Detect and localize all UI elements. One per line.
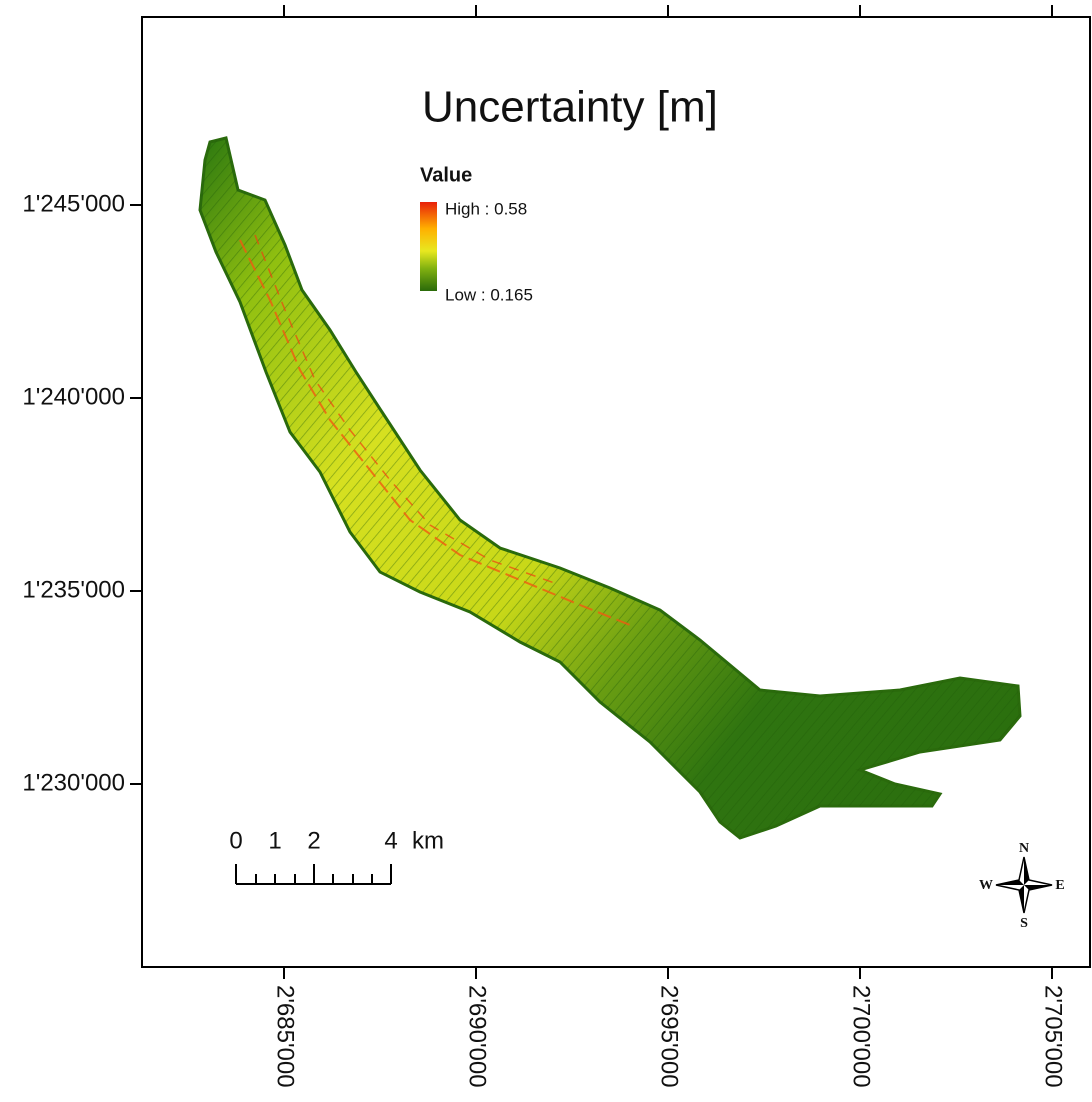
x-tick-label: 2'690'000	[464, 985, 491, 1088]
compass-e: E	[1055, 878, 1064, 893]
legend-low: Low : 0.165	[445, 285, 533, 304]
scale-unit: km	[412, 827, 444, 854]
y-tick-label: 1'235'000	[22, 576, 125, 603]
compass-w: W	[979, 878, 993, 893]
legend-colorbar	[420, 202, 437, 291]
lake	[198, 136, 1022, 840]
legend-title: Value	[420, 164, 472, 186]
legend-high: High : 0.58	[445, 199, 527, 218]
y-tick-label: 1'240'000	[22, 383, 125, 410]
compass-n: N	[1019, 841, 1029, 856]
scale-bar	[235, 864, 392, 885]
x-tick-label: 2'705'000	[1040, 985, 1067, 1088]
scale-label: 2	[307, 827, 320, 854]
x-tick-label: 2'700'000	[848, 985, 875, 1088]
scale-label: 4	[384, 827, 397, 854]
scale-label: 1	[268, 827, 281, 854]
map-title: Uncertainty [m]	[422, 83, 718, 132]
x-tick-label: 2'685'000	[272, 985, 299, 1088]
map-frame	[141, 16, 1091, 968]
compass-s: S	[1020, 916, 1028, 931]
y-tick-label: 1'230'000	[22, 769, 125, 796]
compass: N E S W	[979, 841, 1065, 931]
y-tick-label: 1'245'000	[22, 190, 125, 217]
scale-label: 0	[229, 827, 242, 854]
x-tick-label: 2'695'000	[656, 985, 683, 1088]
